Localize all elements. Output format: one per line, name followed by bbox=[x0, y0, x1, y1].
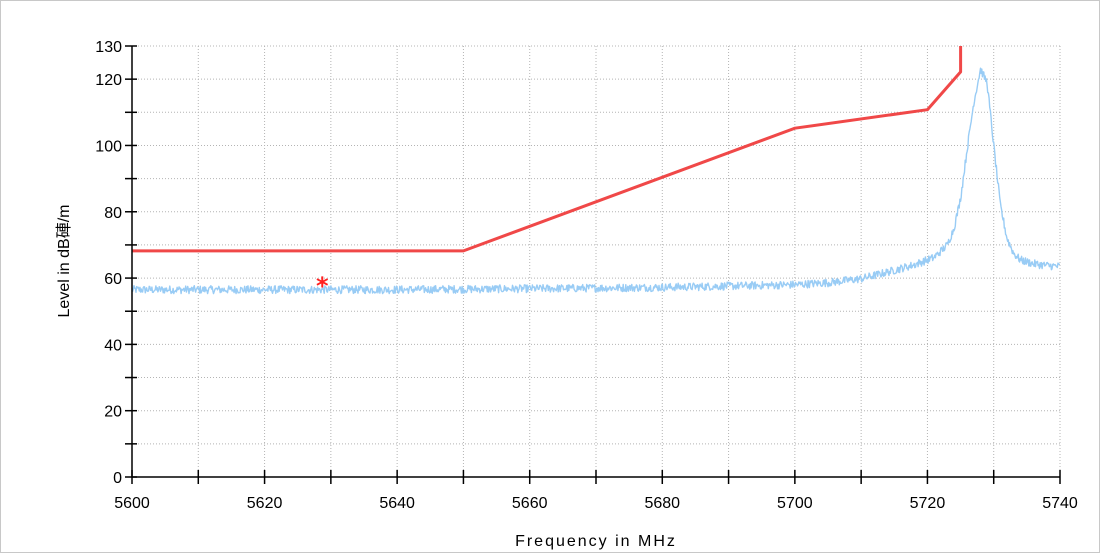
x-tick-label: 5680 bbox=[644, 495, 680, 512]
series-line-2 bbox=[131, 67, 1061, 295]
y-tick-label: 130 bbox=[95, 39, 122, 56]
x-tick-label: 5740 bbox=[1042, 495, 1078, 512]
axes: 5600 5620 5640 5660 5680 5700 5720 5740 0 20 40 60 8… bbox=[95, 39, 1078, 512]
x-tick-label: 5700 bbox=[777, 495, 813, 512]
x-tick-label: 5640 bbox=[379, 495, 415, 512]
x-tick-label: 5600 bbox=[114, 495, 150, 512]
series-layer bbox=[131, 46, 1061, 295]
y-tick-label: 80 bbox=[104, 205, 122, 222]
y-tick-label: 40 bbox=[104, 337, 122, 354]
y-tick-label: 60 bbox=[104, 271, 122, 288]
x-tick-label: 5660 bbox=[512, 495, 548, 512]
y-tick-label: 20 bbox=[104, 404, 122, 421]
marker-layer: * bbox=[316, 272, 329, 300]
x-tick-label: 5620 bbox=[247, 495, 283, 512]
y-tick-label: 120 bbox=[95, 72, 122, 89]
x-axis-title: Frequency in MHz bbox=[515, 533, 677, 550]
y-tick-label: 0 bbox=[113, 470, 122, 487]
x-tick-label: 5720 bbox=[910, 495, 946, 512]
y-tick-label: 100 bbox=[95, 138, 122, 155]
series-line-1 bbox=[132, 46, 963, 253]
peak-marker: * bbox=[316, 272, 329, 300]
y-axis-title: Level in dB硨/m bbox=[55, 205, 73, 318]
